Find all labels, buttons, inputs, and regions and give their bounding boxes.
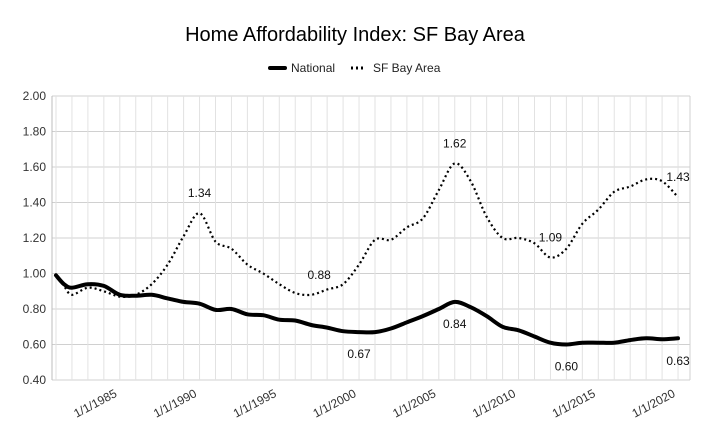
data-label: 1.62 xyxy=(443,136,467,150)
data-label: 1.09 xyxy=(539,231,563,245)
y-axis-ticks: 0.40 0.60 0.80 1.00 1.20 1.40 1.60 1.80 2.00 xyxy=(23,89,47,387)
y-tick-label: 0.40 xyxy=(23,373,47,387)
series-line-sf-bay-area xyxy=(55,162,679,298)
series-lines xyxy=(54,162,680,347)
y-tick-label: 1.40 xyxy=(23,196,47,210)
data-label: 1.34 xyxy=(188,186,212,200)
data-label: 0.63 xyxy=(666,354,690,368)
legend-label-national: National xyxy=(291,61,335,75)
y-tick-label: 1.20 xyxy=(23,231,47,245)
data-label: 0.88 xyxy=(307,268,331,282)
y-tick-label: 1.60 xyxy=(23,160,47,174)
y-tick-label: 0.60 xyxy=(23,338,47,352)
series-line-national xyxy=(54,273,680,347)
y-tick-label: 0.80 xyxy=(23,302,47,316)
y-tick-label: 1.80 xyxy=(23,125,47,139)
legend: National SF Bay Area xyxy=(268,61,441,75)
legend-label-sf-bay-area: SF Bay Area xyxy=(373,61,441,75)
legend-item-sf-bay-area[interactable]: SF Bay Area xyxy=(351,61,441,75)
data-label: 0.67 xyxy=(347,347,371,361)
data-label: 1.43 xyxy=(666,170,690,184)
legend-item-national[interactable]: National xyxy=(268,61,335,75)
plot-grid xyxy=(51,95,691,381)
data-label: 0.84 xyxy=(443,317,467,331)
y-tick-label: 2.00 xyxy=(23,89,47,103)
data-labels: 1.34 0.88 1.62 1.09 1.43 0.67 0.84 0.60 0.63 xyxy=(188,136,690,373)
chart-title: Home Affordability Index: SF Bay Area xyxy=(185,24,526,46)
y-tick-label: 1.00 xyxy=(23,267,47,281)
data-label: 0.60 xyxy=(555,360,579,374)
